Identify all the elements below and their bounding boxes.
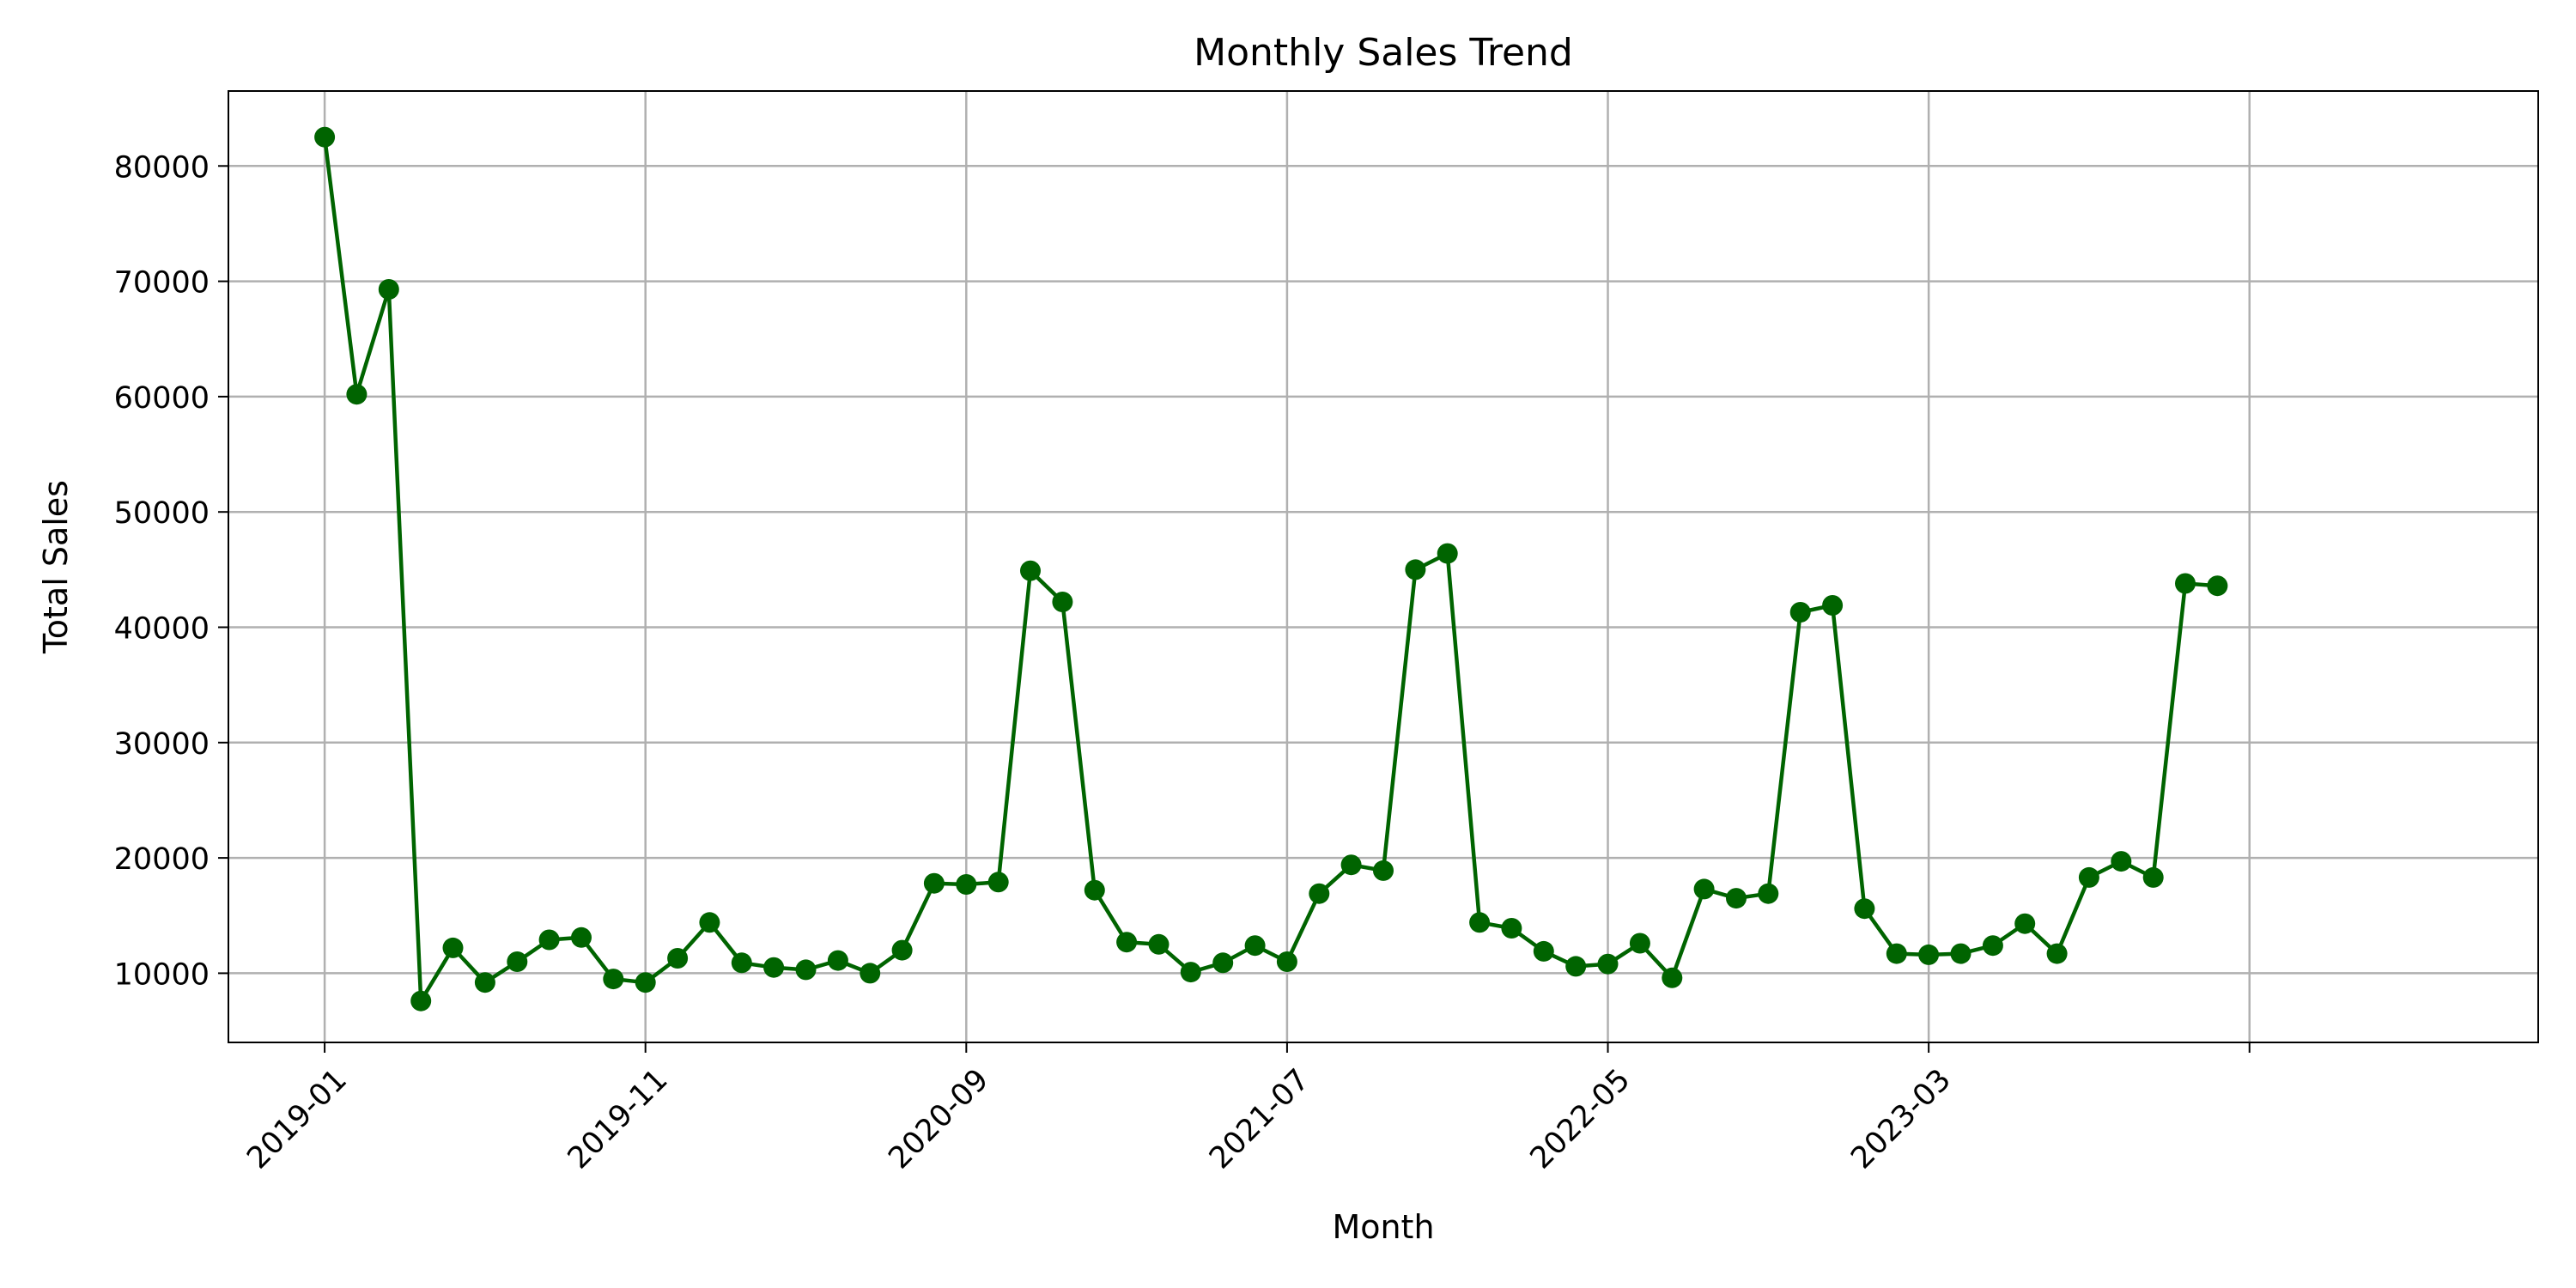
data-point — [2046, 943, 2068, 964]
y-tick-label: 60000 — [114, 381, 210, 416]
y-axis: 10000 20000 30000 40000 50000 60000 70000 80000 — [114, 150, 228, 992]
data-point — [1340, 854, 1362, 876]
data-point — [731, 952, 752, 974]
plot-area-background — [228, 91, 2538, 1042]
data-point — [987, 872, 1009, 893]
data-point — [1148, 933, 1170, 955]
y-tick-label: 20000 — [114, 842, 210, 877]
x-axis-label: Month — [1332, 1208, 1434, 1246]
data-point — [603, 969, 624, 990]
data-point — [763, 957, 785, 978]
data-point — [795, 959, 817, 981]
data-point — [1437, 543, 1458, 564]
data-point — [1758, 883, 1779, 904]
data-point — [827, 950, 848, 971]
data-point — [1789, 602, 1811, 623]
data-point — [1469, 912, 1491, 933]
data-point — [891, 939, 913, 961]
data-point — [1116, 932, 1138, 953]
data-point — [2207, 575, 2228, 597]
data-point — [474, 972, 495, 993]
data-point — [2142, 866, 2164, 888]
data-point — [956, 874, 977, 895]
y-tick-label: 50000 — [114, 496, 210, 531]
data-point — [1020, 560, 1041, 581]
data-point — [2175, 573, 2196, 594]
data-point — [1854, 898, 1875, 920]
data-point — [1276, 951, 1297, 972]
data-point — [1726, 888, 1747, 909]
data-point — [1084, 879, 1105, 901]
y-tick-label: 40000 — [114, 612, 210, 647]
data-point — [1180, 962, 1201, 983]
data-point — [1950, 943, 1971, 964]
data-point — [571, 927, 592, 948]
data-point — [1565, 956, 1587, 977]
chart-title: Monthly Sales Trend — [1194, 31, 1573, 75]
data-point — [2014, 913, 2036, 934]
data-point — [538, 929, 560, 951]
data-point — [635, 972, 656, 993]
data-point — [1052, 592, 1073, 612]
data-point — [1822, 595, 1844, 616]
data-point — [1533, 940, 1554, 962]
data-point — [2078, 866, 2099, 888]
data-point — [1662, 967, 1683, 988]
y-tick-label: 80000 — [114, 150, 210, 185]
data-point — [442, 937, 464, 958]
data-point — [1629, 933, 1650, 954]
data-point — [314, 126, 336, 148]
data-point — [1405, 559, 1426, 580]
data-point — [1373, 860, 1394, 881]
data-point — [1886, 943, 1907, 964]
y-tick-label: 10000 — [114, 957, 210, 992]
y-axis-label: Total Sales — [37, 480, 75, 654]
data-point — [507, 951, 528, 972]
y-tick-label: 70000 — [114, 266, 210, 301]
data-point — [1918, 944, 1940, 965]
y-tick-label: 30000 — [114, 727, 210, 762]
data-point — [1597, 953, 1619, 975]
data-point — [699, 912, 720, 933]
series-layer — [314, 126, 2228, 1012]
data-point — [923, 872, 945, 894]
data-point — [667, 948, 689, 969]
data-point — [1693, 878, 1715, 900]
data-point — [346, 384, 368, 405]
data-point — [410, 990, 432, 1012]
data-point — [1982, 935, 2003, 957]
data-point — [2111, 851, 2132, 872]
data-point — [1212, 952, 1234, 974]
data-point — [1244, 935, 1266, 957]
plot-frame — [228, 90, 2539, 1043]
data-point — [1309, 883, 1330, 904]
data-point — [378, 279, 399, 300]
data-point — [860, 963, 881, 984]
data-point — [1501, 918, 1522, 939]
